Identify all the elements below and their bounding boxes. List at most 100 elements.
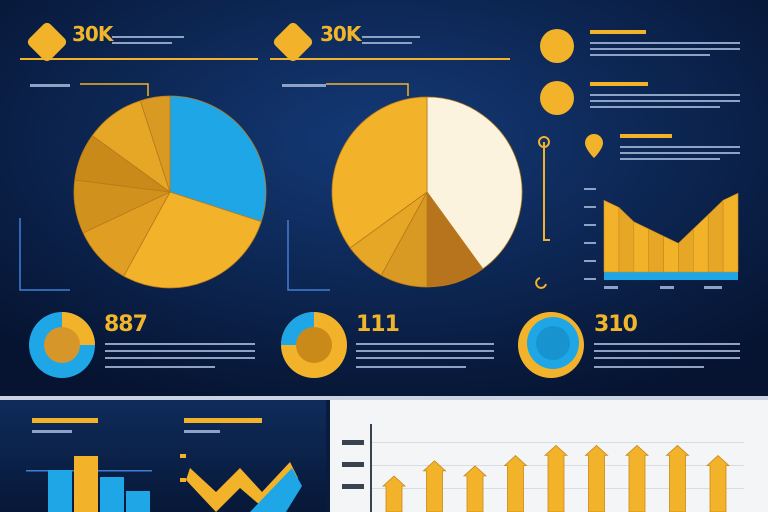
bracket-line: [326, 83, 409, 96]
text-line: [184, 430, 220, 433]
text-line: [590, 30, 646, 34]
gridline: [370, 442, 744, 443]
text-line: [282, 84, 326, 87]
ring-inner: [296, 327, 332, 363]
text-line: [590, 106, 720, 108]
zigzag-band: [250, 468, 302, 512]
ring-value-left: 887: [104, 312, 148, 337]
stat-top-left: [20, 22, 258, 87]
text-line: [704, 286, 722, 289]
stat-top-middle: [270, 22, 510, 87]
stat-right-1: [540, 29, 740, 63]
text-line: [594, 343, 740, 345]
stat-value-top-middle: 30K: [320, 22, 361, 46]
divider-line: [20, 58, 258, 60]
marker: [180, 454, 186, 458]
text-line: [362, 36, 420, 38]
coin-icon: [540, 29, 574, 63]
tick-label: [584, 242, 596, 244]
divider-line: [270, 58, 510, 60]
arrow-bar: [422, 460, 447, 512]
area-segment: [633, 221, 649, 273]
stat-right-2: [540, 81, 740, 115]
text-line: [590, 82, 648, 86]
text-line: [105, 343, 255, 345]
arrow-bar-chart: [381, 444, 731, 512]
area-segment: [648, 228, 664, 273]
arrow-bar: [665, 444, 690, 512]
text-line: [356, 366, 466, 368]
arrow-bar: [503, 455, 528, 512]
text-line: [342, 462, 364, 467]
arrow-bar: [584, 444, 609, 512]
text-line: [620, 146, 740, 148]
text-line: [594, 350, 740, 352]
ring-value-middle: 111: [356, 312, 400, 337]
tick-label: [584, 188, 596, 190]
ring-right: [518, 312, 740, 378]
text-line: [620, 152, 740, 154]
text-line: [356, 343, 494, 345]
text-line: [105, 350, 255, 352]
text-line: [590, 100, 740, 102]
text-line: [620, 134, 672, 138]
area-segment: [603, 199, 620, 273]
bar: [100, 477, 124, 512]
text-line: [590, 94, 740, 96]
ring-inner: [44, 327, 80, 363]
text-line: [590, 54, 710, 56]
pie-slice: [139, 95, 171, 193]
text-line: [342, 440, 364, 445]
bracket-line: [80, 83, 149, 96]
ring-left: [29, 312, 255, 378]
bracket-line: [287, 220, 330, 291]
text-line: [590, 48, 740, 50]
text-line: [604, 286, 618, 289]
panel-divider: [0, 396, 768, 400]
text-line: [112, 36, 184, 38]
bar: [48, 470, 72, 512]
text-line: [30, 84, 70, 87]
text-line: [112, 42, 172, 44]
arrow-bar: [624, 444, 650, 512]
y-axis: [370, 424, 372, 512]
connector-end-icon: [535, 277, 547, 289]
bracket-line: [19, 218, 70, 291]
pie-slice: [331, 96, 428, 249]
text-line: [660, 286, 674, 289]
pie-chart-middle: [331, 96, 523, 288]
text-line: [105, 366, 215, 368]
diamond-icon: [273, 22, 313, 62]
ring-value-right: 310: [594, 312, 638, 337]
tick-label: [584, 224, 596, 226]
text-line: [105, 357, 255, 359]
text-line: [590, 42, 740, 44]
arrow-bar: [381, 475, 407, 512]
tick-label: [584, 278, 596, 280]
arrow-bar: [543, 444, 569, 512]
text-line: [184, 418, 262, 423]
ring-inner: [536, 326, 570, 360]
pie-slice: [169, 95, 267, 223]
text-line: [594, 357, 740, 359]
bar: [74, 456, 98, 512]
text-line: [32, 418, 98, 423]
area-chart: [584, 188, 739, 280]
bar: [126, 491, 150, 512]
text-line: [342, 484, 364, 489]
area-segment: [722, 192, 739, 273]
coin-icon: [540, 81, 574, 115]
bar-chart-small: [48, 456, 150, 512]
connector-line: [543, 142, 550, 241]
text-line: [594, 366, 704, 368]
tick-label: [584, 260, 596, 262]
zigzag-chart: [180, 454, 302, 512]
arrow-bar: [462, 465, 488, 512]
map-pin-icon: [585, 134, 603, 158]
pie-slice: [426, 96, 523, 270]
text-line: [356, 350, 494, 352]
text-line: [356, 357, 494, 359]
pie-slice: [123, 191, 262, 289]
text-line: [362, 42, 412, 44]
